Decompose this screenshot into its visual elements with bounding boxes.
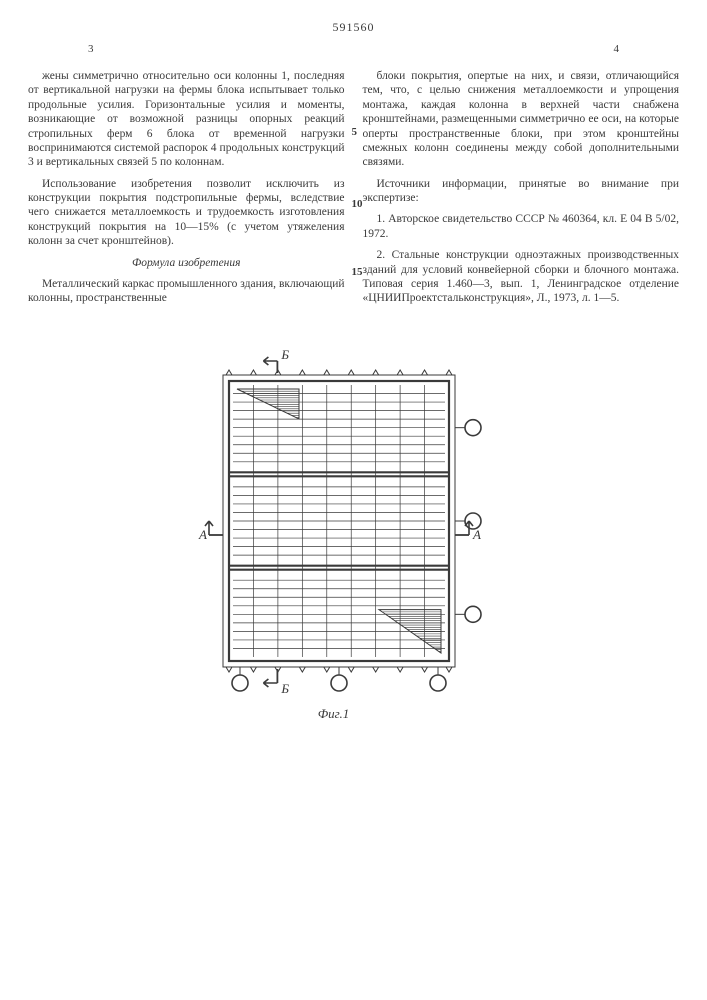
right-column: 5 10 15 блоки покрытия, опертые на них, … (363, 69, 680, 313)
page-numbers-row: 3 4 (28, 43, 679, 55)
page: 591560 3 4 жены симметрично относительно… (0, 0, 707, 1000)
svg-text:A: A (472, 527, 481, 542)
left-paragraph-2: Использование изобретения позволит исклю… (28, 177, 345, 249)
left-paragraph-3: Металлический каркас промышленного здани… (28, 277, 345, 306)
svg-text:Б: Б (280, 681, 289, 696)
figure-1: AAББ Фиг.1 (189, 341, 519, 722)
figure-caption: Фиг.1 (149, 706, 519, 722)
text-columns: жены симметрично относительно оси колонн… (28, 69, 679, 313)
right-paragraph-ref1: 1. Авторское свидетельство СССР № 460364… (363, 212, 680, 241)
right-paragraph-ref2: 2. Стальные конструкции одноэтажных прои… (363, 248, 680, 306)
svg-text:A: A (198, 527, 207, 542)
line-marker-5: 5 (352, 127, 358, 138)
figure-container: A A Б Б Фиг.1 (28, 341, 679, 722)
figure-svg: A A Б Б (189, 341, 519, 701)
left-paragraph-1: жены симметрично относительно оси колонн… (28, 69, 345, 170)
document-number: 591560 (28, 20, 679, 35)
page-number-left: 3 (88, 43, 94, 55)
right-paragraph-refs: Источники информации, принятые во вниман… (363, 177, 680, 206)
line-marker-10: 10 (352, 199, 363, 210)
page-number-right: 4 (614, 43, 620, 55)
svg-text:Б: Б (280, 347, 289, 362)
left-column: жены симметрично относительно оси колонн… (28, 69, 345, 313)
line-marker-15: 15 (352, 267, 363, 278)
formula-heading: Формула изобретения (28, 256, 345, 270)
right-paragraph-1: блоки покрытия, опертые на них, и связи,… (363, 69, 680, 170)
